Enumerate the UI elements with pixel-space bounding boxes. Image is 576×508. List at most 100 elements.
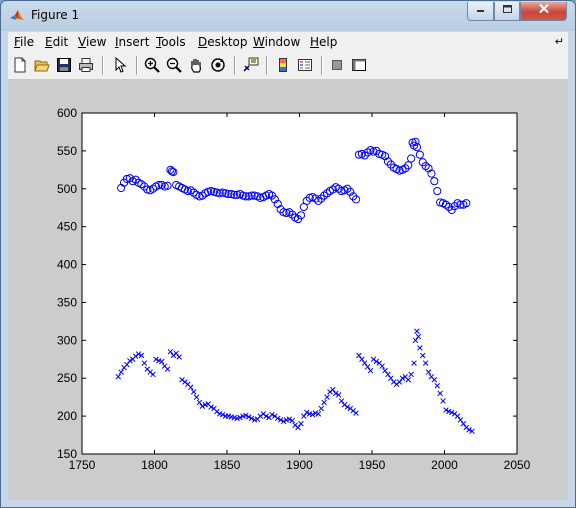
y-tick-label: 600 [57,106,77,120]
menu-help[interactable]: Help [310,35,338,49]
data-point-cross [460,420,467,427]
data-point-circle [456,200,465,209]
data-point-cross [199,403,206,410]
open-file-button[interactable] [32,55,52,75]
data-point-circle [296,211,306,220]
zoom-out-button[interactable] [164,55,184,75]
window-title: Figure 1 [31,8,80,22]
title-bar[interactable]: Figure 1 [1,1,575,31]
legend-icon [298,59,312,71]
data-point-cross [309,411,316,418]
edit-plot-arrow-icon [115,57,127,73]
new-figure-button[interactable] [10,55,30,75]
y-tick-label: 250 [57,371,77,385]
data-point-cross [434,383,441,389]
data-cursor-button[interactable] [241,55,261,75]
data-point-circle [148,184,158,193]
menu-insert[interactable]: Insert [115,35,150,49]
data-point-circle [450,202,459,211]
data-point-cross [164,366,171,372]
data-point-cross [440,398,446,404]
y-tick-label: 400 [57,258,77,272]
x-tick-label: 1900 [286,458,313,472]
zoom-out-icon [166,57,182,73]
maximize-button[interactable] [494,2,520,21]
data-point-circle [137,180,146,189]
legend-button[interactable] [295,55,315,75]
data-point-circle [351,195,361,204]
zoom-in-button[interactable] [142,55,162,75]
y-tick-label: 550 [57,144,77,158]
data-point-cross [190,389,197,395]
close-button[interactable] [520,2,567,21]
edit-plot-button[interactable] [110,55,130,75]
data-point-circle [198,191,207,200]
scatter-plot[interactable]: 1750 1800 1850 1900 1950 2000 2050 150 200 250 300… [8,80,568,500]
data-point-cross [405,376,412,383]
menu-tools[interactable]: Tools [156,35,186,49]
data-point-cross [353,410,359,416]
show-plot-tools-icon [352,59,366,71]
colorbar-button[interactable] [273,55,293,75]
data-point-circle [288,210,297,219]
data-point-circle [186,186,195,195]
data-point-circle [285,208,294,217]
data-point-cross [167,348,174,355]
data-point-circle [131,175,140,184]
toolbar-separator [321,56,323,75]
data-point-cross [187,384,194,391]
data-point-circle [386,160,395,169]
data-point-cross [315,411,322,417]
data-point-cross [379,363,385,369]
data-point-cross [396,379,403,385]
show-plot-tools-button[interactable] [349,55,369,75]
data-point-cross [448,409,455,416]
pan-button[interactable] [186,55,206,75]
data-point-cross [124,361,130,368]
rotate-3d-button[interactable] [208,55,228,75]
data-point-cross [335,392,342,398]
data-point-cross [158,358,165,365]
data-point-circle [343,184,352,193]
menu-file[interactable]: File [14,35,35,49]
data-point-circle [411,137,420,146]
dock-arrow-icon[interactable]: ↵ [554,35,564,48]
data-point-cross [417,345,423,351]
data-point-cross [141,360,148,366]
menu-edit[interactable]: Edit [45,35,69,49]
y-tick-label: 150 [57,447,77,461]
data-point-cross [457,417,464,423]
data-point-circle [334,184,343,193]
data-point-circle [276,205,285,214]
hide-plot-tools-button[interactable] [327,55,347,75]
open-file-icon [34,60,50,72]
x-tick-label: 1950 [359,458,386,472]
minimize-icon [477,10,484,12]
print-button[interactable] [76,55,96,75]
data-point-circle [401,164,410,173]
minimize-button[interactable] [467,2,494,21]
data-point-circle [328,185,337,194]
close-icon [538,3,549,14]
y-tick-label: 450 [57,220,77,234]
save-icon [57,58,71,72]
data-point-cross [373,358,380,365]
data-point-cross [277,417,284,423]
data-point-circle [430,177,439,186]
data-point-cross [118,369,124,375]
data-point-cross [115,373,122,380]
menu-desktop[interactable]: Desktop [198,35,248,49]
colorbar-icon [279,58,287,72]
data-point-circle [247,191,256,200]
data-point-cross [243,412,249,419]
rotate-3d-icon [211,58,225,72]
data-point-cross [135,351,142,357]
data-point-circle [125,174,134,183]
menu-window[interactable]: Window [253,35,301,49]
menu-view[interactable]: View [78,35,107,49]
data-point-cross [176,354,182,360]
data-point-cross [431,376,438,383]
data-point-circle [444,202,453,212]
data-point-circle [412,143,422,152]
save-button[interactable] [54,55,74,75]
